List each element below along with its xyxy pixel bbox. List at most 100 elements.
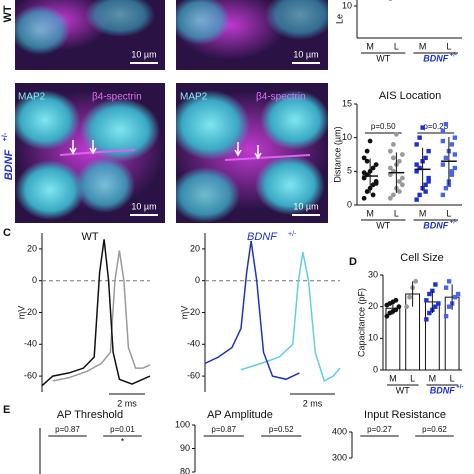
- p-value: p=0.01: [110, 425, 135, 434]
- data-point: [433, 304, 438, 309]
- stain-label: MAP2: [18, 92, 46, 103]
- micrograph: [176, 0, 328, 70]
- y-tick-label: -20: [24, 307, 37, 317]
- data-point: [390, 192, 396, 198]
- y-tick-label: 20: [27, 243, 37, 253]
- group-label: WT: [376, 53, 390, 63]
- chart-title: Cell Size: [400, 252, 443, 264]
- data-point: [390, 142, 396, 147]
- data-point: [396, 179, 402, 184]
- data-point: [426, 148, 431, 154]
- p-value: p=0.27: [367, 425, 392, 434]
- group-label: BDNF: [423, 53, 448, 63]
- y-tick-label: 10: [342, 132, 352, 142]
- data-point: [393, 131, 399, 137]
- data-point: [427, 291, 432, 297]
- data-point: [449, 142, 455, 147]
- data-point: [443, 313, 449, 319]
- data-point: [423, 155, 428, 161]
- data-point: [414, 162, 419, 167]
- data-point: [452, 152, 458, 157]
- y-tick-label: 80: [180, 466, 190, 474]
- p-value: p=0.52: [269, 425, 294, 434]
- data-point: [424, 298, 429, 303]
- y-axis-label: mV: [179, 306, 189, 320]
- y-tick-label: -60: [24, 370, 37, 380]
- data-point: [396, 158, 402, 164]
- panel-label: D: [349, 256, 357, 268]
- p-value: p=0.62: [422, 425, 447, 434]
- data-point: [413, 278, 419, 284]
- chart-title: AIS Location: [379, 90, 441, 102]
- chart-title: AP Threshold: [57, 409, 123, 421]
- group-label: WT: [376, 220, 390, 230]
- data-point: [424, 317, 429, 322]
- y-tick-label: -60: [187, 370, 200, 380]
- x-tick-label: L: [446, 41, 451, 51]
- row-label-sup: +/-: [2, 132, 9, 141]
- data-point: [388, 0, 393, 2]
- y-tick-label: 20: [368, 301, 378, 311]
- data-point: [417, 135, 422, 140]
- y-tick-label: -40: [187, 339, 200, 349]
- p-value: p=0.23: [423, 122, 448, 131]
- data-point: [452, 165, 458, 171]
- group-label: WT: [396, 385, 410, 395]
- data-point: [440, 128, 446, 134]
- y-axis-label: Distance (µm): [332, 126, 342, 182]
- group-label-sup: +/-: [450, 220, 457, 226]
- y-tick-label: 10: [368, 333, 378, 343]
- x-tick-label: L: [394, 208, 399, 218]
- y-tick-label: 90: [180, 443, 190, 453]
- stain-label: β4-spectrin: [256, 92, 306, 103]
- chart-title: AP Amplitude: [207, 409, 273, 421]
- chart-title-sup: +/-: [288, 231, 297, 238]
- data-point: [373, 181, 379, 186]
- y-axis-label: Capacitance (pF): [356, 288, 366, 357]
- y-tick-label: 20: [190, 243, 200, 253]
- data-point: [399, 182, 405, 188]
- y-tick-label: 0: [347, 199, 352, 209]
- y-tick-label: 15: [342, 98, 352, 108]
- data-point: [420, 125, 425, 130]
- data-point: [449, 172, 455, 177]
- data-point: [417, 192, 422, 198]
- x-tick-label: M: [419, 41, 427, 51]
- data-point: [393, 297, 399, 303]
- x-tick-label: L: [410, 373, 415, 383]
- data-point: [443, 122, 449, 127]
- data-point: [414, 197, 419, 202]
- chart-title: WT: [81, 231, 98, 243]
- data-point: [361, 195, 367, 201]
- data-point: [399, 152, 405, 157]
- data-point: [364, 148, 370, 154]
- micrograph: [15, 0, 165, 70]
- chart-title: Input Resistance: [364, 409, 446, 421]
- group-label-sup: +/-: [456, 385, 463, 391]
- data-point: [387, 172, 393, 178]
- y-tick-label: 300: [332, 452, 347, 462]
- data-point: [440, 162, 446, 167]
- data-point: [361, 170, 367, 176]
- data-point: [426, 175, 431, 181]
- x-tick-label: L: [450, 373, 455, 383]
- data-point: [452, 135, 458, 140]
- x-tick-label: M: [429, 373, 437, 383]
- y-tick-label: 400: [332, 426, 347, 436]
- y-tick-label: -40: [24, 339, 37, 349]
- x-tick-label: M: [366, 41, 374, 51]
- scale-bar-label: 2 ms: [303, 398, 323, 408]
- significance: *: [121, 436, 125, 446]
- data-point: [370, 165, 376, 171]
- data-point: [443, 285, 449, 290]
- data-point: [446, 279, 452, 284]
- p-value: p=0.87: [55, 425, 80, 434]
- data-point: [433, 282, 438, 287]
- data-point: [387, 165, 393, 171]
- group-label: BDNF: [423, 220, 448, 230]
- data-point: [436, 301, 441, 306]
- data-point: [449, 169, 455, 174]
- x-tick-label: M: [389, 373, 397, 383]
- x-tick-label: L: [446, 208, 451, 218]
- stain-label: MAP2: [180, 92, 208, 103]
